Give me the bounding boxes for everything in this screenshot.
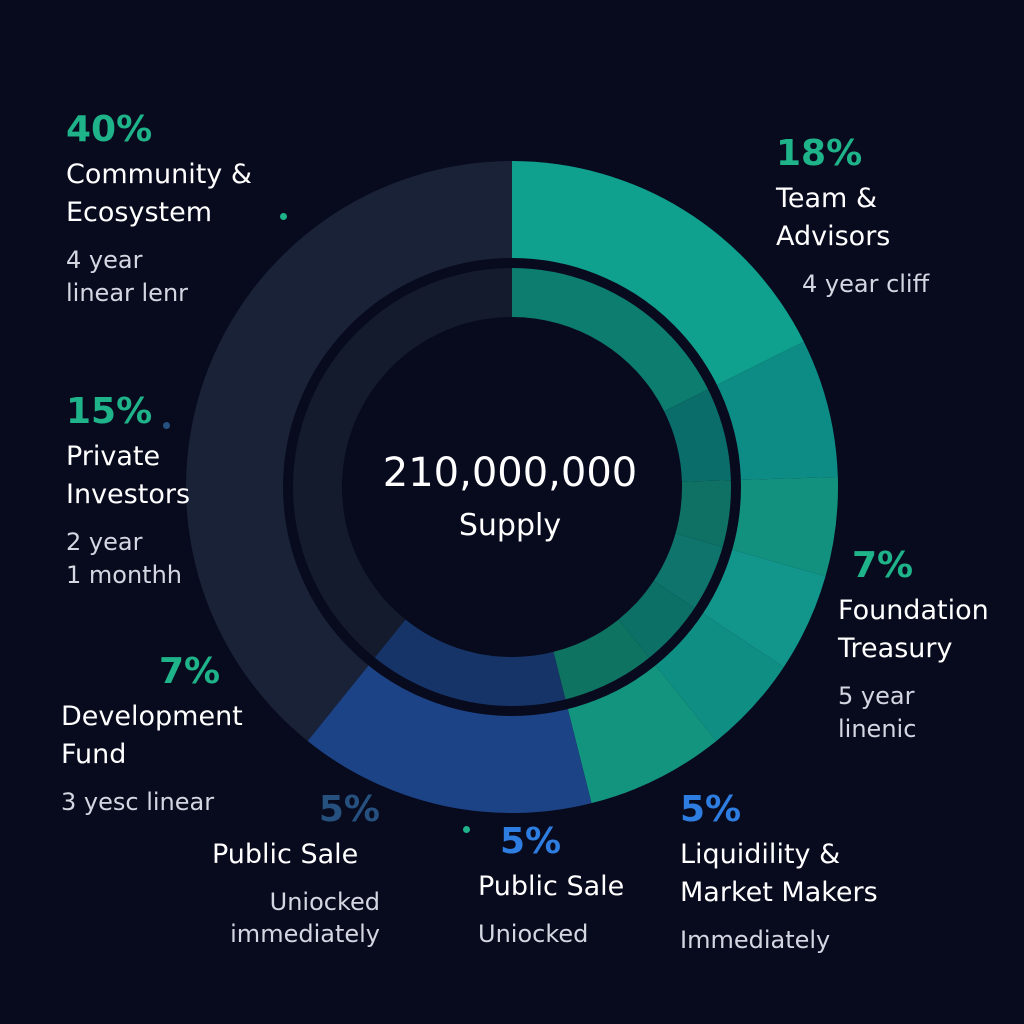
legend-liquidity-market-makers: 5% Liquidility & Market Makers Immediate… xyxy=(680,790,878,957)
slice-outer-liquidility-market-makers xyxy=(725,476,838,577)
legend-public-sale-unlocked: 5% Public Sale Uniocked xyxy=(478,822,624,950)
slice-name-line2: Market Makers xyxy=(680,876,878,908)
slice-name-line1: Foundation xyxy=(838,594,989,626)
ring-gap xyxy=(283,258,741,716)
percent-label: 15% xyxy=(66,391,153,432)
slice-inner-team-advisors xyxy=(512,265,711,412)
percent-label: 40% xyxy=(66,109,153,150)
slice-outer-public-sale xyxy=(651,609,784,741)
vesting-note-line1: 3 yesc linear xyxy=(61,788,215,817)
percent-label: 5% xyxy=(500,821,562,862)
decorative-dot xyxy=(163,422,170,429)
slice-name-line2: Ecosystem xyxy=(66,196,213,228)
vesting-note-line1: Uniocked xyxy=(478,919,589,948)
percent-label: 7% xyxy=(852,545,914,586)
slice-name-line2: Advisors xyxy=(776,220,891,252)
slice-name-line2: Fund xyxy=(61,738,127,770)
legend-foundation-treasury: 7% Foundation Treasury 5 year linenic xyxy=(838,546,989,745)
slice-inner-development-fund xyxy=(553,619,652,703)
slice-inner-foundation-treasury xyxy=(664,388,734,482)
vesting-note-line2: 1 monthh xyxy=(66,560,183,589)
slice-outer-public-sale xyxy=(697,547,826,668)
legend-private-investors: 15% Private Investors 2 year 1 monthh xyxy=(66,392,190,591)
legend-public-sale-immediately: 5% Public Sale Uniocked immediately xyxy=(180,790,380,951)
slice-outer-private-investors xyxy=(307,659,592,813)
legend-team-advisors: 18% Team & Advisors 4 year cliff xyxy=(776,134,929,301)
vesting-note-line1: 5 year xyxy=(838,682,915,711)
vesting-note-line1: 4 year cliff xyxy=(802,270,930,299)
slice-outer-community-ecosystem xyxy=(185,161,512,741)
percent-label: 18% xyxy=(776,133,863,174)
decorative-dot xyxy=(280,213,287,220)
inner-ring xyxy=(290,265,735,709)
slice-inner-liquidility-market-makers xyxy=(675,480,735,548)
slice-name-line1: Team & xyxy=(776,182,877,214)
slice-outer-foundation-treasury xyxy=(710,341,838,481)
percent-label: 5% xyxy=(318,789,380,830)
slice-outer-team-advisors xyxy=(512,161,804,389)
slice-name-line1: Liquidility & xyxy=(680,838,841,870)
vesting-note-line2: linear lenr xyxy=(66,278,189,307)
slice-name-line2: Treasury xyxy=(838,632,953,664)
slice-name-line1: Community & xyxy=(66,158,252,190)
total-supply-label: Supply xyxy=(458,508,562,543)
legend-development-fund: 7% Development Fund 3 yesc linear xyxy=(61,652,243,819)
percent-label: 7% xyxy=(159,651,221,692)
center-hole xyxy=(344,319,680,655)
vesting-note-line2: linenic xyxy=(838,714,917,743)
slice-inner-community-ecosystem xyxy=(290,265,512,660)
slice-name-line1: Private xyxy=(66,440,161,472)
slice-name-line1: Development xyxy=(61,700,243,732)
vesting-note-line1: Uniocked xyxy=(269,887,380,916)
outer-ring xyxy=(185,161,838,813)
slice-name-line1: Public Sale xyxy=(212,838,359,870)
decorative-dot xyxy=(463,826,470,833)
vesting-note-line2: immediately xyxy=(230,920,380,949)
slice-inner-public-sale xyxy=(618,580,698,660)
percent-label: 5% xyxy=(680,789,742,830)
slice-name-line1: Public Sale xyxy=(478,870,625,902)
vesting-note-line1: 4 year xyxy=(66,246,143,275)
vesting-note-line1: 2 year xyxy=(66,528,143,557)
legend-community-ecosystem: 40% Community & Ecosystem 4 year linear … xyxy=(66,110,252,309)
vesting-note-line1: Immediately xyxy=(680,926,831,955)
total-supply-value: 210,000,000 xyxy=(382,450,638,496)
slice-name-line2: Investors xyxy=(66,478,191,510)
